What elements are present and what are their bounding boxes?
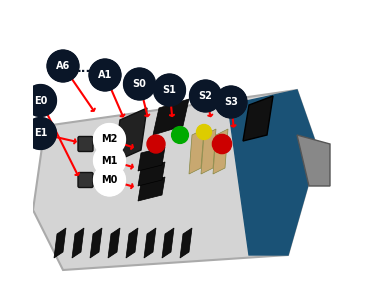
- Polygon shape: [126, 228, 138, 258]
- Polygon shape: [144, 228, 156, 258]
- Polygon shape: [108, 228, 120, 258]
- FancyBboxPatch shape: [78, 136, 93, 152]
- Polygon shape: [297, 135, 330, 186]
- Circle shape: [94, 124, 125, 155]
- Polygon shape: [189, 129, 204, 174]
- Text: E1: E1: [34, 128, 47, 139]
- Polygon shape: [90, 228, 102, 258]
- Text: M2: M2: [101, 134, 118, 145]
- Text: M1: M1: [101, 155, 118, 166]
- Circle shape: [104, 158, 117, 172]
- Polygon shape: [138, 147, 165, 171]
- Circle shape: [94, 164, 125, 196]
- Circle shape: [147, 135, 165, 153]
- Polygon shape: [114, 108, 147, 162]
- Circle shape: [94, 145, 125, 176]
- Circle shape: [124, 68, 155, 100]
- Circle shape: [107, 137, 121, 151]
- Circle shape: [48, 50, 79, 82]
- Text: E0: E0: [34, 95, 47, 106]
- Circle shape: [212, 134, 232, 154]
- Polygon shape: [243, 96, 273, 141]
- Text: S3: S3: [224, 97, 238, 107]
- Polygon shape: [162, 228, 174, 258]
- Circle shape: [89, 59, 121, 91]
- Text: S0: S0: [132, 79, 146, 89]
- Polygon shape: [201, 129, 216, 174]
- Polygon shape: [180, 228, 192, 258]
- Polygon shape: [228, 90, 318, 255]
- Circle shape: [154, 74, 185, 106]
- Circle shape: [172, 127, 188, 143]
- Polygon shape: [138, 162, 165, 186]
- Circle shape: [190, 80, 221, 112]
- Text: A6: A6: [56, 61, 70, 71]
- Circle shape: [25, 118, 56, 149]
- Circle shape: [216, 86, 247, 118]
- Polygon shape: [54, 228, 66, 258]
- Text: ...: ...: [77, 62, 91, 76]
- Text: M0: M0: [101, 175, 118, 185]
- Text: S1: S1: [163, 85, 176, 95]
- FancyBboxPatch shape: [78, 172, 93, 188]
- Polygon shape: [72, 228, 84, 258]
- Text: A1: A1: [98, 70, 112, 80]
- Text: S2: S2: [199, 91, 212, 101]
- Circle shape: [25, 85, 56, 116]
- Polygon shape: [138, 177, 165, 201]
- Polygon shape: [153, 99, 189, 135]
- Circle shape: [197, 124, 212, 140]
- Polygon shape: [213, 129, 228, 174]
- Polygon shape: [33, 90, 318, 270]
